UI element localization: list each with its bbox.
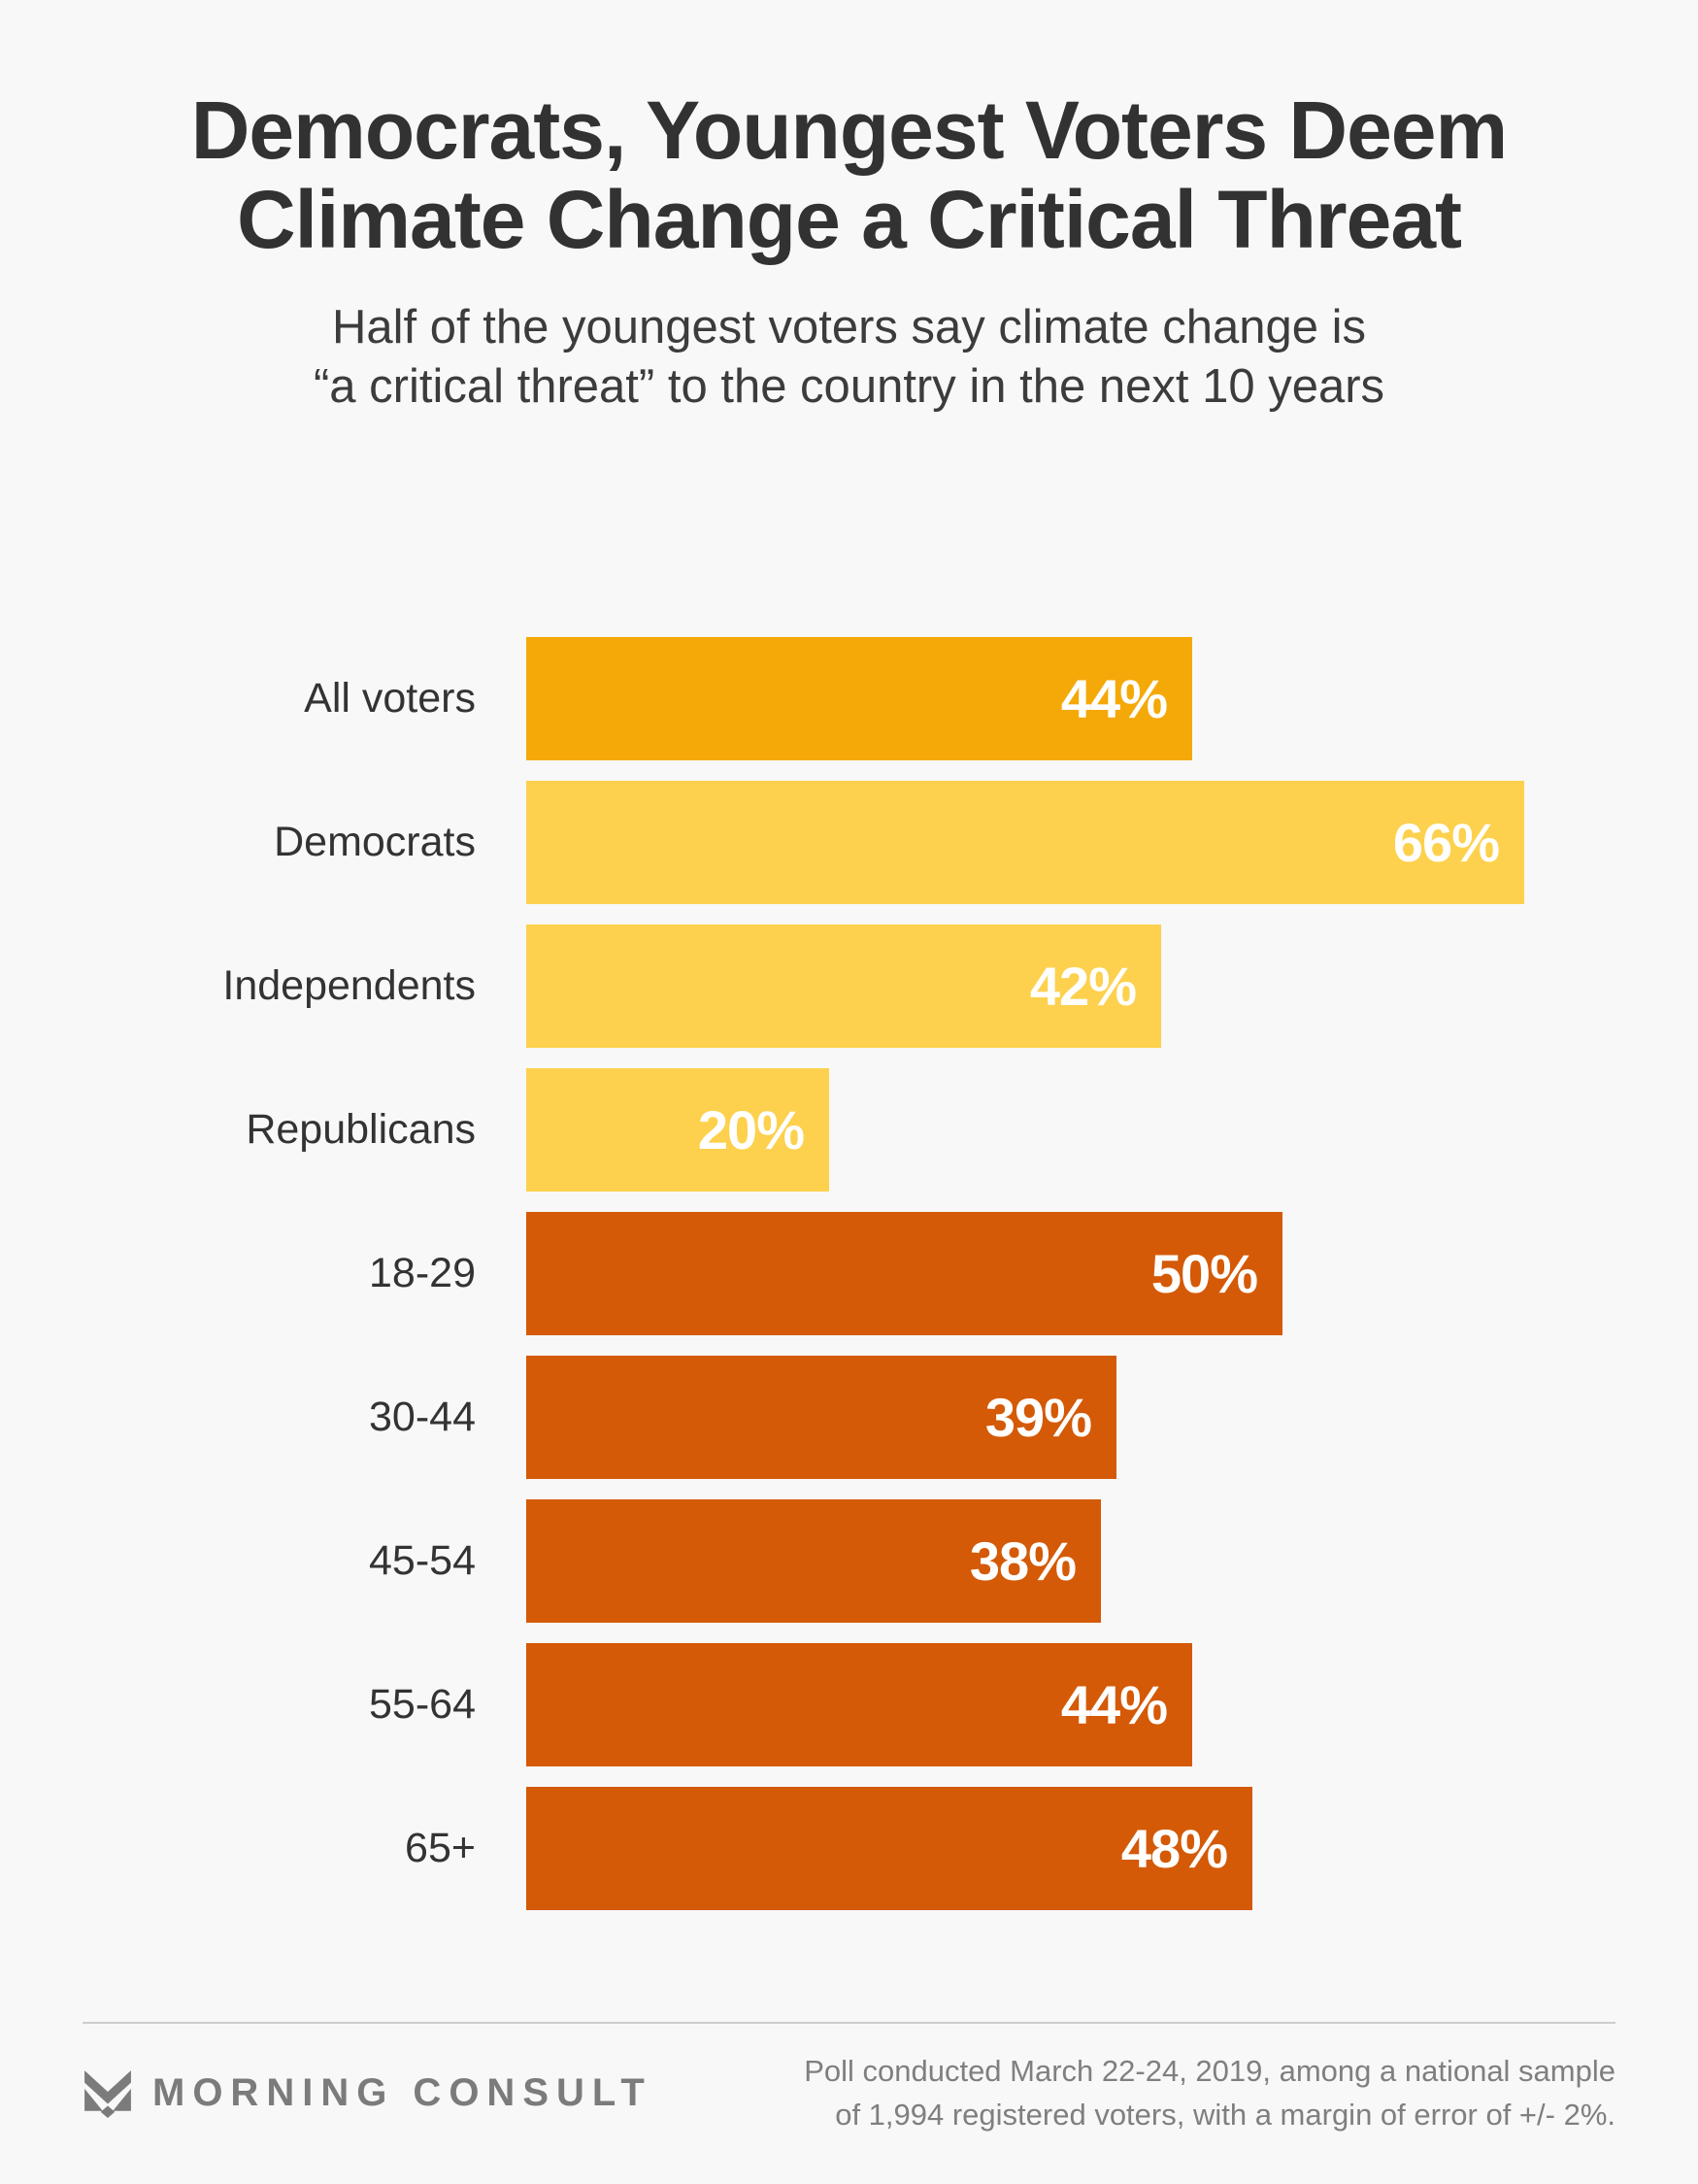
note-line-1: Poll conducted March 22-24, 2019, among …: [804, 2054, 1615, 2089]
chart-row: 30-44 39%: [0, 1356, 1698, 1480]
category-label: 65+: [405, 1825, 476, 1872]
bar-area: 50%: [526, 1212, 1698, 1336]
value-label: 20%: [697, 1099, 805, 1161]
category-label: 18-29: [369, 1250, 476, 1297]
bar-area: 38%: [526, 1499, 1698, 1624]
chart-row: All voters 44%: [0, 637, 1698, 761]
bar: 48%: [526, 1787, 1252, 1911]
category-label: 45-54: [369, 1537, 476, 1585]
value-label: 44%: [1060, 668, 1168, 730]
value-label: 44%: [1060, 1674, 1168, 1736]
bar-area: 66%: [526, 781, 1698, 905]
morning-consult-m-icon: [84, 2070, 131, 2119]
bar: 44%: [526, 1643, 1192, 1767]
chart-row: 65+ 48%: [0, 1787, 1698, 1911]
bar: 44%: [526, 637, 1192, 761]
chart-rows: All voters 44% Democrats 66% Independents 42%…: [0, 637, 1698, 1911]
category-label: All voters: [304, 675, 476, 722]
footer: MORNING CONSULT Poll conducted March 22-…: [83, 2022, 1615, 2136]
bar: 66%: [526, 781, 1524, 905]
bar: 42%: [526, 924, 1161, 1049]
morning-consult-logo: MORNING CONSULT: [83, 2067, 652, 2119]
category-label: 55-64: [369, 1681, 476, 1729]
subtitle-line-1: Half of the youngest voters say climate …: [332, 300, 1366, 353]
bar: 38%: [526, 1499, 1101, 1624]
value-label: 48%: [1120, 1818, 1228, 1880]
category-label: Democrats: [274, 819, 476, 866]
page-subtitle: Half of the youngest voters say climate …: [0, 298, 1698, 417]
bar-area: 44%: [526, 1643, 1698, 1767]
bar-area: 20%: [526, 1068, 1698, 1193]
chart-header: Democrats, Youngest Voters Deem Climate C…: [0, 0, 1698, 416]
bar-area: 39%: [526, 1356, 1698, 1480]
page-title: Democrats, Youngest Voters Deem Climate C…: [0, 85, 1698, 265]
chart-row: 55-64 44%: [0, 1643, 1698, 1767]
value-label: 39%: [984, 1387, 1092, 1449]
category-label: 30-44: [369, 1394, 476, 1441]
methodology-note: Poll conducted March 22-24, 2019, among …: [804, 2049, 1615, 2136]
brand-name: MORNING CONSULT: [152, 2070, 652, 2114]
value-label: 38%: [969, 1530, 1077, 1593]
title-line-1: Democrats, Youngest Voters Deem: [190, 84, 1508, 176]
bar: 50%: [526, 1212, 1282, 1336]
chart-row: Democrats 66%: [0, 781, 1698, 905]
title-line-2: Climate Change a Critical Threat: [236, 174, 1462, 266]
bar-chart: All voters 44% Democrats 66% Independents 42%…: [0, 637, 1698, 1911]
category-label: Republicans: [246, 1106, 476, 1154]
value-label: 50%: [1150, 1243, 1258, 1305]
subtitle-line-2: “a critical threat” to the country in th…: [313, 359, 1385, 413]
chart-row: Republicans 20%: [0, 1068, 1698, 1193]
chart-row: Independents 42%: [0, 924, 1698, 1049]
value-label: 66%: [1392, 812, 1500, 874]
bar: 20%: [526, 1068, 829, 1193]
chart-row: 45-54 38%: [0, 1499, 1698, 1624]
chart-row: 18-29 50%: [0, 1212, 1698, 1336]
value-label: 42%: [1029, 956, 1137, 1018]
bar-area: 42%: [526, 924, 1698, 1049]
bar-area: 48%: [526, 1787, 1698, 1911]
bar: 39%: [526, 1356, 1116, 1480]
bar-area: 44%: [526, 637, 1698, 761]
note-line-2: of 1,994 registered voters, with a margi…: [835, 2098, 1615, 2133]
category-label: Independents: [222, 962, 476, 1010]
